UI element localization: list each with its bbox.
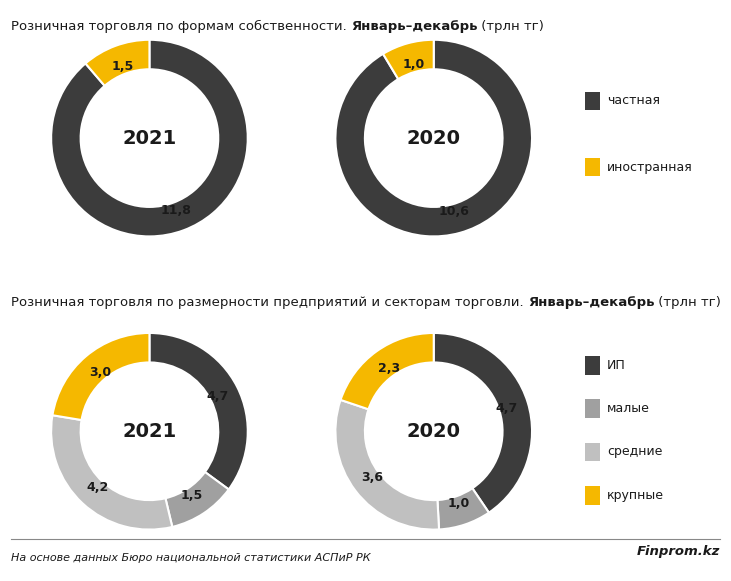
Text: частная: частная <box>607 95 660 107</box>
Text: 2,3: 2,3 <box>378 363 400 375</box>
Text: крупные: крупные <box>607 489 664 502</box>
Text: 2021: 2021 <box>122 422 177 441</box>
Text: Розничная торговля по формам собственности.: Розничная торговля по формам собственнос… <box>11 20 351 34</box>
Text: 4,7: 4,7 <box>496 402 518 415</box>
Text: Январь–декабрь: Январь–декабрь <box>528 296 654 309</box>
Wedge shape <box>51 415 173 530</box>
Bar <box>585 92 599 110</box>
Wedge shape <box>336 40 532 236</box>
Text: Розничная торговля по размерности предприятий и секторам торговли.: Розничная торговля по размерности предпр… <box>11 296 528 309</box>
Wedge shape <box>149 333 248 489</box>
Wedge shape <box>51 40 248 236</box>
Text: Январь–декабрь: Январь–декабрь <box>351 20 477 33</box>
Text: 11,8: 11,8 <box>161 203 192 217</box>
Bar <box>585 356 599 375</box>
Wedge shape <box>383 40 433 79</box>
Text: 4,7: 4,7 <box>207 390 229 403</box>
Text: 2020: 2020 <box>406 422 461 441</box>
Text: На основе данных Бюро национальной статистики АСПиР РК: На основе данных Бюро национальной стати… <box>11 553 371 563</box>
Text: 10,6: 10,6 <box>439 206 470 218</box>
Text: 1,0: 1,0 <box>447 497 469 511</box>
Bar <box>585 157 599 176</box>
Text: 3,6: 3,6 <box>362 471 384 484</box>
Text: ИП: ИП <box>607 358 626 372</box>
Text: 1,5: 1,5 <box>181 489 203 501</box>
Text: Finprom.kz: Finprom.kz <box>637 545 720 558</box>
Text: средние: средние <box>607 446 662 458</box>
Text: 4,2: 4,2 <box>86 481 108 494</box>
Bar <box>585 399 599 418</box>
Wedge shape <box>437 488 489 529</box>
Bar <box>585 443 599 461</box>
Bar <box>585 486 599 504</box>
Text: малые: малые <box>607 402 650 415</box>
Wedge shape <box>336 400 439 530</box>
Wedge shape <box>86 40 149 86</box>
Text: 2021: 2021 <box>122 128 177 148</box>
Wedge shape <box>165 472 229 527</box>
Text: (трлн тг): (трлн тг) <box>477 20 545 33</box>
Text: 3,0: 3,0 <box>88 366 111 379</box>
Text: 2020: 2020 <box>406 128 461 148</box>
Text: 1,0: 1,0 <box>402 58 424 71</box>
Wedge shape <box>53 333 149 420</box>
Text: иностранная: иностранная <box>607 160 693 174</box>
Text: 1,5: 1,5 <box>112 60 134 73</box>
Wedge shape <box>433 333 532 512</box>
Text: (трлн тг): (трлн тг) <box>654 296 721 309</box>
Wedge shape <box>341 333 433 409</box>
